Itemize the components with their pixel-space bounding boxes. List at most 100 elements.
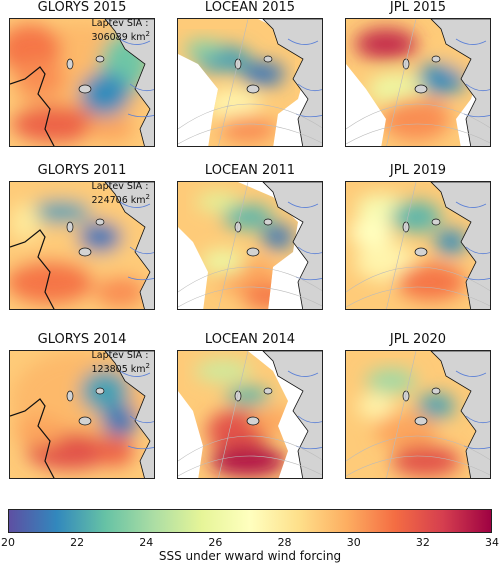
panel-title: LOCEAN 2015: [204, 0, 296, 15]
salinity-patch: [391, 445, 461, 477]
land: [262, 182, 322, 309]
sia-value: 123805 km2: [91, 362, 150, 376]
island: [431, 218, 441, 226]
map-panel: Laptev SIA :123805 km2: [9, 350, 155, 479]
island: [66, 221, 74, 233]
salinity-patch: [391, 201, 441, 233]
grid-line: [346, 351, 490, 478]
map-panel: [345, 181, 491, 310]
salinity-patch: [96, 435, 134, 467]
salinity-patch: [15, 415, 65, 447]
island: [66, 390, 74, 402]
panel-title: GLORYS 2015: [37, 0, 127, 15]
colorbar: [8, 509, 492, 533]
river: [119, 38, 154, 118]
panel-title: GLORYS 2011: [37, 163, 127, 178]
salinity-patch: [357, 393, 395, 419]
ice-edge-contour: [10, 229, 55, 309]
sia-annotation: Laptev SIA :224706 km2: [91, 181, 150, 206]
grid-line: [178, 351, 322, 478]
salinity-patch: [28, 200, 92, 224]
salinity-patch: [210, 445, 286, 477]
sss-map: [178, 182, 322, 309]
salinity-patch: [366, 368, 416, 394]
island: [78, 84, 92, 94]
map-panel: [177, 350, 323, 479]
river: [119, 201, 154, 281]
island: [246, 416, 260, 426]
island: [414, 247, 428, 257]
grid-line: [178, 19, 322, 146]
colorbar-tick-label: 20: [1, 536, 15, 549]
sss-map: [346, 19, 490, 146]
ice-edge-contour: [10, 398, 55, 478]
island: [263, 387, 273, 395]
sss-map: [10, 182, 154, 309]
salinity-patch: [416, 63, 466, 95]
sia-annotation: Laptev SIA :123805 km2: [91, 350, 150, 376]
sia-label: Laptev SIA :: [91, 350, 149, 361]
colorbar-gradient: [8, 509, 492, 533]
island: [431, 55, 441, 63]
salinity-patch: [10, 203, 41, 241]
salinity-patch: [184, 39, 222, 59]
colorbar-label: SSS under wward wind forcing: [158, 549, 342, 563]
grid-line: [346, 182, 490, 309]
island: [402, 390, 410, 402]
salinity-patch: [396, 263, 466, 301]
salinity-patch: [95, 276, 145, 308]
island: [78, 247, 92, 257]
colorbar-tick-label: 28: [277, 536, 292, 549]
island: [402, 58, 410, 70]
land: [104, 351, 154, 478]
colorbar-tick-label: 32: [415, 536, 430, 549]
salinity-patch: [435, 229, 467, 255]
island: [234, 221, 242, 233]
river: [119, 370, 154, 450]
sss-map: [178, 351, 322, 478]
land: [104, 182, 154, 309]
island: [95, 387, 105, 395]
salinity-patch: [381, 97, 451, 141]
map-panel: [177, 181, 323, 310]
salinity-patch: [196, 192, 240, 212]
island: [234, 58, 242, 70]
island: [263, 218, 273, 226]
island: [66, 58, 74, 70]
map-panel: [177, 18, 323, 147]
colorbar-tick-label: 34: [485, 536, 499, 549]
sss-map: [346, 351, 490, 478]
map-panel: [345, 18, 491, 147]
salinity-patch: [10, 260, 94, 304]
island: [95, 218, 105, 226]
sia-label: Laptev SIA :: [91, 181, 149, 192]
salinity-patch: [374, 412, 438, 450]
salinity-patch: [194, 359, 252, 383]
salinity-patch: [226, 386, 270, 406]
map-panel: Laptev SIA :306089 km2: [9, 18, 155, 147]
map-panel: [345, 350, 491, 479]
salinity-patch: [349, 216, 393, 248]
map-panel: Laptev SIA :224706 km2: [9, 181, 155, 310]
island: [263, 55, 273, 63]
grid-line: [346, 19, 490, 146]
salinity-patch: [11, 105, 99, 143]
panel-title: JPL 2020: [389, 332, 447, 347]
salinity-patch: [101, 405, 139, 437]
salinity-patch: [417, 393, 455, 419]
sia-label: Laptev SIA :: [91, 18, 149, 29]
salinity-patch: [354, 28, 418, 60]
land: [262, 351, 322, 478]
colorbar-tick-label: 22: [70, 536, 85, 549]
salinity-patch: [201, 249, 245, 275]
salinity-patch: [15, 60, 65, 98]
island: [246, 247, 260, 257]
island: [246, 84, 260, 94]
sss-map: [346, 182, 490, 309]
island: [402, 221, 410, 233]
salinity-patch: [219, 115, 277, 143]
salinity-patch: [262, 224, 294, 250]
colorbar-tick-label: 26: [208, 536, 223, 549]
sss-map: [10, 19, 154, 146]
island: [234, 390, 242, 402]
